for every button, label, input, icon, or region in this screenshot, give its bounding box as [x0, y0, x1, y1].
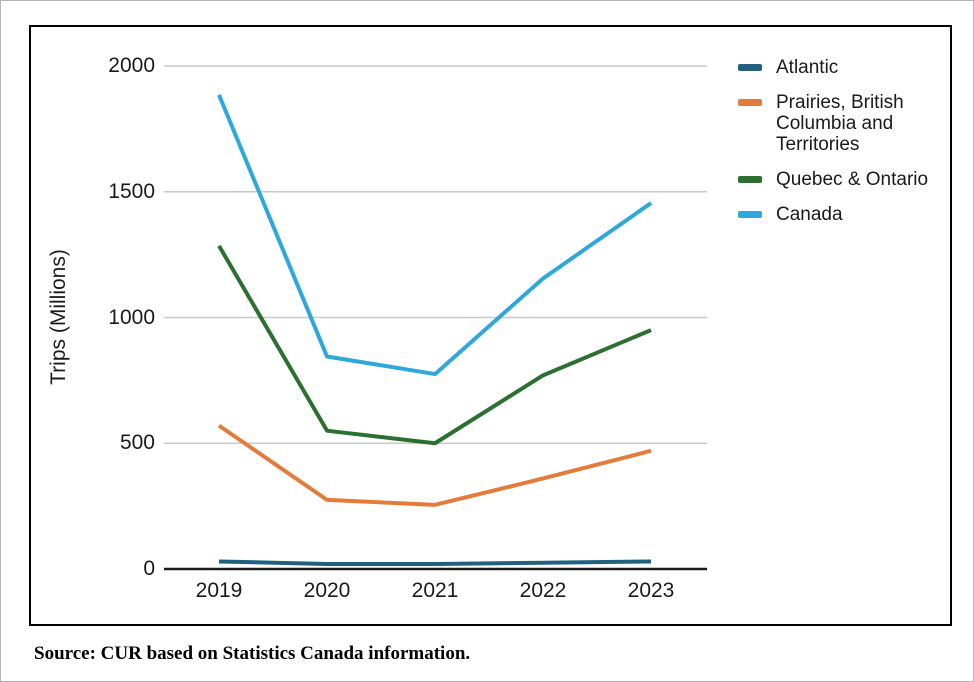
legend-marker-icon [738, 99, 762, 106]
legend-label: Canada [776, 204, 843, 225]
legend-marker-icon [738, 176, 762, 183]
chart-frame: Trips (Millions) 0 500 1000 1500 2000 2019 20… [29, 25, 952, 626]
legend-item: Quebec & Ontario [738, 169, 936, 190]
legend-marker-icon [738, 211, 762, 218]
legend-marker-icon [738, 64, 762, 71]
legend-label: Quebec & Ontario [776, 169, 929, 190]
y-tick-label: 2000 [108, 54, 155, 77]
y-tick-label: 500 [119, 431, 155, 455]
legend-label: Prairies, British Columbia and Territori… [776, 92, 904, 155]
x-tick-label: 2019 [195, 579, 243, 602]
x-tick-label: 2022 [519, 579, 567, 602]
series-line-quebec-ontario [217, 244, 652, 446]
legend-item: Prairies, British Columbia and Territori… [738, 92, 936, 155]
y-tick-label: 1000 [108, 305, 155, 329]
x-tick-label: 2021 [411, 579, 459, 602]
y-tick-label: 0 [143, 557, 155, 580]
series-line-atlantic [218, 559, 652, 566]
legend-item: Canada [738, 204, 936, 225]
x-tick-label: 2023 [627, 579, 675, 602]
series-line-prairies-british-columbia-and-territories [217, 423, 652, 507]
x-tick-label: 2020 [303, 579, 351, 602]
legend: Atlantic Prairies, British Columbia and T… [738, 57, 936, 225]
plot-area [164, 65, 707, 571]
legend-item: Atlantic [738, 57, 936, 78]
legend-label: Atlantic [776, 57, 839, 78]
source-note: Source: CUR based on Statistics Canada i… [34, 643, 471, 664]
y-tick-label: 1500 [108, 179, 155, 203]
series-line-canada [217, 94, 653, 377]
